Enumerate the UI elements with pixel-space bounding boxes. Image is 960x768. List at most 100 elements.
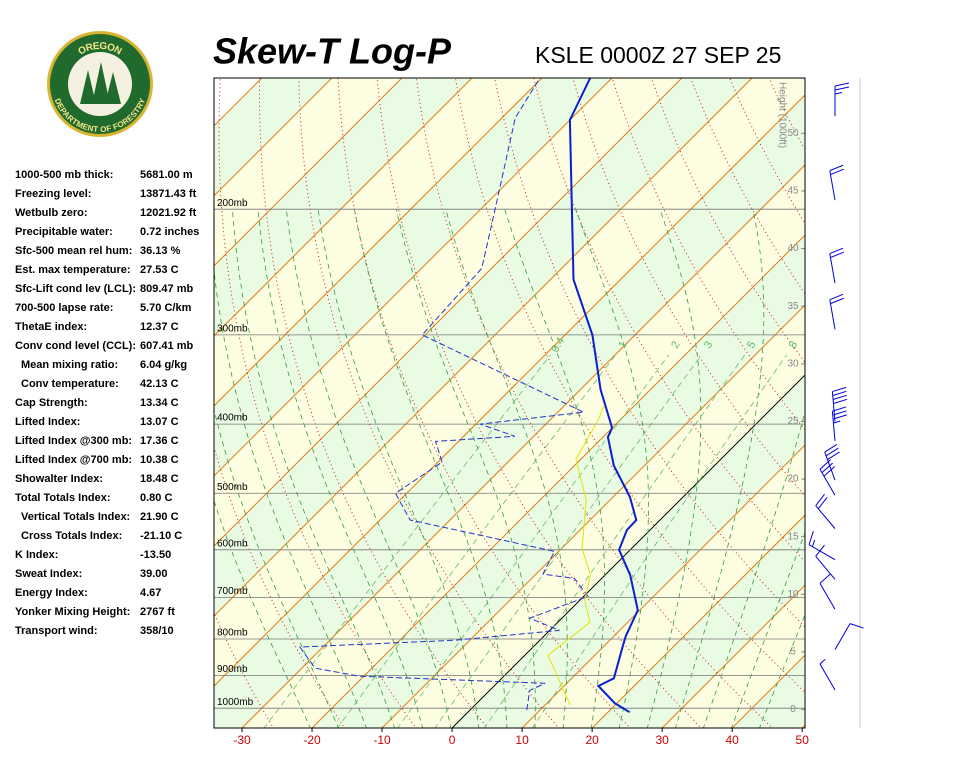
moist-adiabat — [575, 209, 649, 728]
stat-value: 809.47 mb — [140, 283, 194, 295]
x-tick-label: 40 — [725, 733, 739, 747]
logo-tree — [80, 70, 96, 104]
stat-value: 5.70 C/km — [140, 302, 192, 314]
stat-label: 700-500 lapse rate: — [15, 302, 114, 314]
stat-value: 2767 ft — [140, 606, 175, 618]
stat-label: Showalter Index: — [15, 473, 104, 485]
y2-tick-label: 50 — [787, 128, 799, 139]
wind-barb — [829, 247, 844, 284]
moist-adiabat — [214, 408, 339, 728]
stat-value: 607.41 mb — [140, 340, 194, 352]
stat-value: 6.04 g/kg — [140, 359, 188, 371]
y-tick-label: 200mb — [217, 198, 248, 209]
moist-adiabat — [731, 531, 805, 728]
stat-label: Vertical Totals Index: — [21, 511, 131, 523]
wind-barb — [831, 406, 847, 442]
y2-tick-label: 20 — [787, 474, 799, 485]
isotherm — [872, 78, 960, 728]
stat-row: Total Totals Index: 0.80 C — [15, 489, 215, 508]
y2-tick-label: 25 — [787, 416, 799, 427]
stat-label: Cross Totals Index: — [21, 530, 123, 542]
background-stripe — [214, 94, 805, 728]
isotherm — [214, 78, 403, 267]
stat-label: Total Totals Index: — [15, 492, 111, 504]
x-tick-label: -30 — [233, 733, 251, 747]
stat-value: 12.37 C — [140, 321, 179, 333]
isotherm — [801, 724, 805, 728]
stat-value: 39.00 — [140, 568, 168, 580]
isotherm — [381, 304, 805, 728]
mixing-ratio-line — [397, 354, 670, 728]
stat-row: Sfc-Lift cond lev (LCL): 809.47 mb — [15, 280, 215, 299]
stat-label: Transport wind: — [15, 625, 98, 637]
stat-label: Sfc-500 mean rel hum: — [15, 245, 133, 257]
moist-adiabat — [214, 499, 311, 728]
stat-row: Conv cond level (CCL): 607.41 mb — [15, 337, 215, 356]
dry-adiabat — [885, 76, 960, 730]
stat-label: Cap Strength: — [15, 397, 88, 409]
y-tick-label: 500mb — [217, 482, 248, 493]
moist-adiabat — [674, 209, 765, 728]
wind-barb — [834, 623, 864, 650]
stat-row: Cross Totals Index: -21.10 C — [15, 527, 215, 546]
y-tick-label: 300mb — [217, 324, 248, 335]
stat-row: Showalter Index: 18.48 C — [15, 470, 215, 489]
stat-value: 0.72 inches — [140, 226, 200, 238]
wind-barb — [815, 544, 836, 580]
chart-title: Skew-T Log-P — [213, 31, 452, 72]
stats-list: 1000-500 mb thick: 5681.00 m Freezing leve… — [15, 166, 215, 641]
stat-label: Lifted Index @300 mb: — [15, 435, 133, 447]
x-tick-label: 20 — [585, 733, 599, 747]
stat-label: Lifted Index @700 mb: — [15, 454, 133, 466]
stat-row: Mean mixing ratio: 6.04 g/kg — [15, 356, 215, 375]
y2-tick-label: 35 — [787, 301, 799, 312]
stat-value: 17.36 C — [140, 435, 179, 447]
plot-area: 0.4 1 2 3 5 8 — [214, 76, 960, 730]
stat-value: 13.34 C — [140, 397, 179, 409]
x-tick-label: 0 — [449, 733, 456, 747]
stat-row: Lifted Index: 13.07 C — [15, 413, 215, 432]
wind-barb — [831, 386, 848, 422]
stat-row: Yonker Mixing Height: 2767 ft — [15, 603, 215, 622]
stat-row: Sweat Index: 39.00 — [15, 565, 215, 584]
x-tick-label: -10 — [373, 733, 391, 747]
stat-row: Transport wind: 358/10 — [15, 622, 215, 641]
moist-adiabat — [395, 209, 536, 728]
moist-adiabat — [317, 209, 480, 728]
x-tick-label: 50 — [796, 733, 810, 747]
stat-value: 12021.92 ft — [140, 207, 197, 219]
stat-value: 4.67 — [140, 587, 162, 599]
stat-row: Energy Index: 4.67 — [15, 584, 215, 603]
stat-label: ThetaE index: — [15, 321, 88, 333]
moist-adiabat — [646, 209, 702, 728]
mixing-ratio-label: 5 — [745, 339, 758, 350]
stat-row: Est. max temperature: 27.53 C — [15, 261, 215, 280]
isotherm — [214, 78, 543, 407]
logo: OREGON DEPARTMENT OF FORESTRY — [47, 31, 153, 137]
wind-barb — [819, 573, 836, 610]
y-tick-label: 1000mb — [217, 697, 254, 708]
mixing-ratio-line — [263, 354, 551, 728]
moist-adiabat — [702, 410, 805, 728]
moist-adiabat — [257, 209, 423, 728]
sounding-line — [568, 78, 639, 714]
stat-value: 358/10 — [140, 625, 174, 637]
stat-row: ThetaE index: 12.37 C — [15, 318, 215, 337]
y2-tick-label: 5 — [790, 647, 796, 658]
stat-row: Lifted Index @300 mb: 17.36 C — [15, 432, 215, 451]
stat-row: Wetbulb zero: 12021.92 ft — [15, 204, 215, 223]
y2-tick-label: 30 — [787, 358, 799, 369]
logo-tree — [92, 62, 110, 104]
moist-adiabat — [504, 209, 605, 728]
zero-isotherm — [451, 374, 805, 728]
x-tick-label: 10 — [515, 733, 529, 747]
stat-label: Lifted Index: — [15, 416, 81, 428]
mixing-ratio-label: 1 — [616, 339, 629, 350]
y2-tick-label: 0 — [790, 704, 796, 715]
stat-label: K Index: — [15, 549, 59, 561]
isotherm — [214, 78, 333, 197]
plot-frame — [213, 77, 806, 729]
stat-value: 13.07 C — [140, 416, 179, 428]
